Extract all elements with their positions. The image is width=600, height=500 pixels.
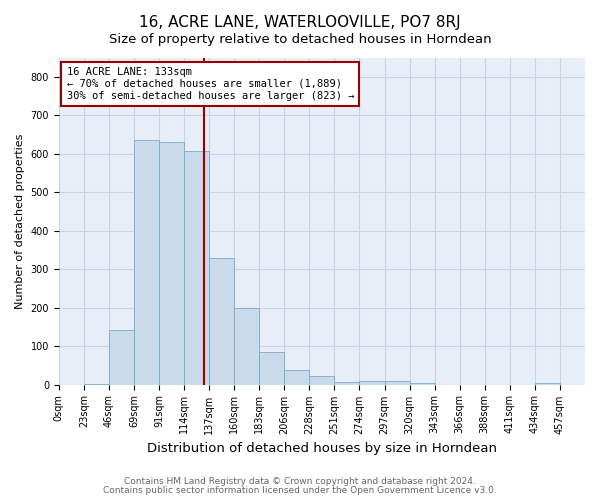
Bar	[284, 370, 310, 384]
Bar	[359, 380, 385, 384]
X-axis label: Distribution of detached houses by size in Horndean: Distribution of detached houses by size …	[147, 442, 497, 455]
Bar	[209, 258, 234, 384]
Bar	[535, 382, 560, 384]
Text: 16 ACRE LANE: 133sqm
← 70% of detached houses are smaller (1,889)
30% of semi-de: 16 ACRE LANE: 133sqm ← 70% of detached h…	[67, 68, 354, 100]
Bar	[159, 142, 184, 384]
Bar	[109, 330, 134, 384]
Bar	[259, 352, 284, 384]
Text: Contains public sector information licensed under the Open Government Licence v3: Contains public sector information licen…	[103, 486, 497, 495]
Text: Size of property relative to detached houses in Horndean: Size of property relative to detached ho…	[109, 32, 491, 46]
Bar	[385, 381, 410, 384]
Bar	[310, 376, 334, 384]
Y-axis label: Number of detached properties: Number of detached properties	[15, 134, 25, 308]
Bar	[234, 308, 259, 384]
Bar	[184, 150, 209, 384]
Text: Contains HM Land Registry data © Crown copyright and database right 2024.: Contains HM Land Registry data © Crown c…	[124, 477, 476, 486]
Bar	[410, 382, 434, 384]
Bar	[134, 140, 159, 384]
Bar	[334, 382, 359, 384]
Text: 16, ACRE LANE, WATERLOOVILLE, PO7 8RJ: 16, ACRE LANE, WATERLOOVILLE, PO7 8RJ	[139, 15, 461, 30]
